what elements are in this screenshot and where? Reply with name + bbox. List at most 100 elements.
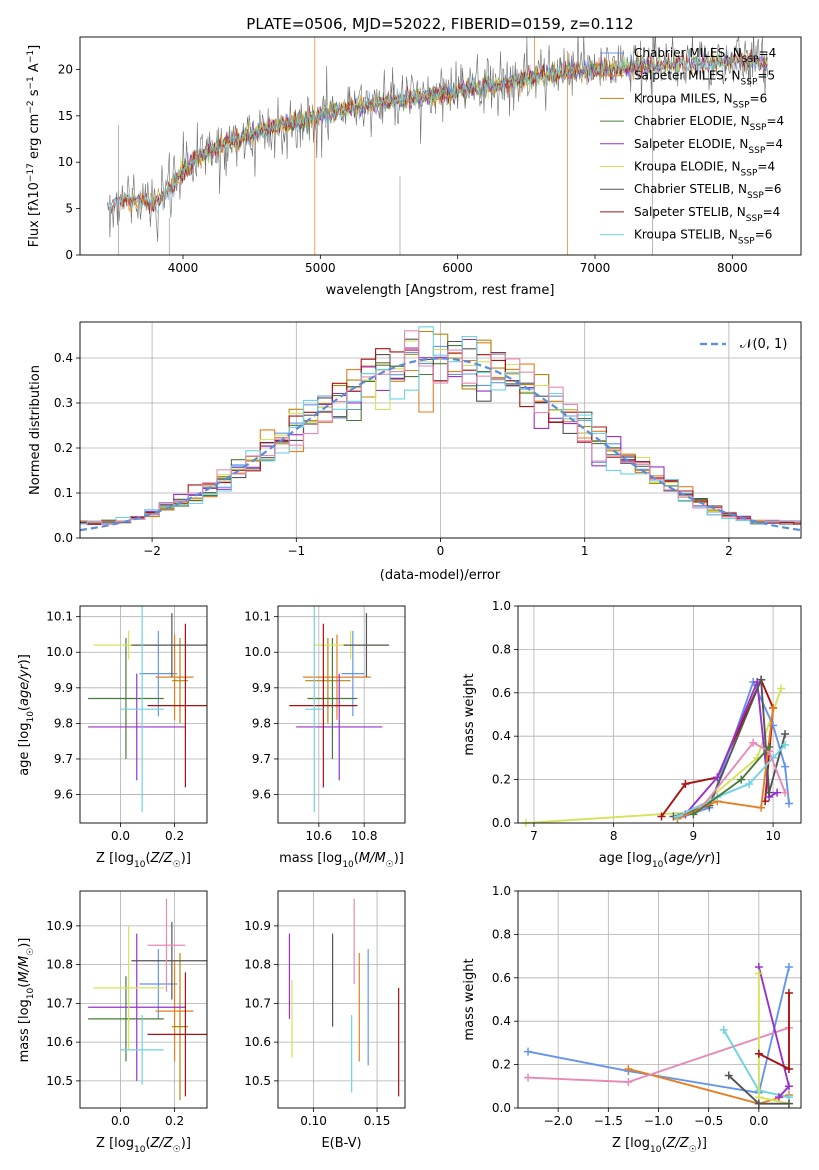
x-tick-label: 10.8 (351, 829, 378, 843)
legend-entry: Salpeter MILES, NSSP=5 (634, 69, 775, 88)
x-tick-label: 8000 (717, 261, 748, 275)
y-tick-label: 9.8 (252, 716, 271, 730)
spectrum-panel: 4000 5000 6000 7000 8000 0 5 10 15 20 wavelength [… (26, 36, 802, 298)
x-tick-label: 8 (610, 829, 618, 843)
series-marker (657, 812, 666, 821)
legend-entry: Chabrier MILES, NSSP=4 (634, 46, 776, 65)
legend-entry: 𝒩(0, 1) (740, 337, 787, 352)
x-tick-label: −2 (143, 544, 161, 558)
x-axis-label: wavelength [Angstrom, rest frame] (326, 283, 555, 298)
series-marker (724, 1071, 733, 1080)
series-marker (624, 1064, 633, 1073)
x-tick-label: 0.10 (300, 1114, 327, 1128)
series-marker (757, 675, 766, 684)
axes-frame (79, 890, 208, 1109)
series-marker (719, 1025, 728, 1034)
series-marker (689, 810, 698, 819)
series-marker (745, 779, 754, 788)
series-marker (784, 962, 793, 971)
x-tick-label: 4000 (168, 261, 199, 275)
histogram-pink (80, 330, 801, 525)
histogram-salpeter-stelib (80, 348, 801, 525)
series-marker (757, 803, 766, 812)
series-marker (774, 1093, 783, 1102)
axes-frame (79, 321, 802, 539)
y-tick-label: 0.0 (492, 1101, 511, 1115)
y-tick-label: 9.7 (252, 752, 271, 766)
series-marker (754, 1049, 763, 1058)
y-tick-label: 1.0 (492, 884, 511, 898)
legend-entry: Salpeter STELIB, NSSP=4 (634, 205, 780, 224)
axes-frame (517, 890, 802, 1109)
figure-title: PLATE=0506, MJD=52022, FIBERID=0159, z=0… (246, 15, 633, 33)
x-tick-label: 5000 (305, 261, 336, 275)
axes-frame (277, 890, 406, 1109)
mass-vs-metallicity-panel: 0.0 0.2 10.5 10.6 10.7 10.8 10.9 Z [log10(Z/Z☉)… (17, 890, 208, 1155)
legend-entry: Kroupa ELODIE, NSSP=4 (634, 160, 775, 179)
series-marker (681, 779, 690, 788)
age-vs-metallicity-panel: 0.0 0.2 9.6 9.7 9.8 9.9 10.0 10.1 Z [log10(Z/Z☉)… (17, 605, 208, 870)
y-tick-label: 5 (65, 202, 73, 216)
series-marker (769, 703, 778, 712)
axes-frame (79, 605, 208, 824)
y-tick-label: 0.4 (492, 1014, 511, 1028)
x-tick-label: 0.2 (165, 829, 184, 843)
series-marker (765, 743, 774, 752)
x-tick-label: 10.6 (305, 829, 332, 843)
series-marker (784, 1099, 793, 1108)
x-axis-label: (data-model)/error (380, 568, 501, 583)
x-axis-label: Z [log10(Z/Z☉)] (96, 1136, 191, 1155)
y-axis-label: mass weight (462, 958, 477, 1040)
spectrum-line-salpeter-stelib (107, 49, 768, 215)
series-marker (781, 730, 790, 739)
series-marker (524, 1047, 533, 1056)
weight-vs-age-panel: 7 8 9 10 0.0 0.2 0.4 0.6 0.8 1.0 age [log10(age/yr… (462, 599, 802, 870)
y-tick-label: 9.8 (54, 716, 73, 730)
series-marker (777, 684, 786, 693)
axes-frame (517, 605, 802, 824)
y-tick-label: 0.3 (54, 396, 73, 410)
legend-entry: Kroupa STELIB, NSSP=6 (634, 228, 772, 247)
y-tick-label: 0.2 (492, 1058, 511, 1072)
age-vs-mass-panel: 10.6 10.8 9.6 9.7 9.8 9.9 10.0 10.1 mass [log10(… (244, 605, 406, 870)
y-axis-label: mass [log10(M/M☉)] (17, 938, 36, 1063)
x-tick-label: −2.0 (544, 1114, 573, 1128)
y-tick-label: 15 (58, 109, 73, 123)
y-tick-label: 0.1 (54, 486, 73, 500)
y-tick-label: 10.7 (244, 996, 271, 1010)
y-tick-label: 10.6 (46, 1035, 73, 1049)
series-marker (754, 969, 763, 978)
x-tick-label: −1 (287, 544, 305, 558)
y-tick-label: 10.0 (244, 645, 271, 659)
y-tick-label: 10.5 (46, 1074, 73, 1088)
y-axis-label: age [log10(age/yr)] (17, 654, 36, 776)
mass-vs-extinction-panel: 0.10 0.15 10.5 10.6 10.7 10.8 10.9 E(B-V) (244, 890, 406, 1151)
y-tick-label: 0.8 (492, 927, 511, 941)
x-tick-label: 10 (765, 829, 780, 843)
y-tick-label: 10.7 (46, 996, 73, 1010)
y-axis-label: Normed distribution (28, 365, 43, 495)
x-tick-label: 0.15 (364, 1114, 391, 1128)
gaussian-curve (79, 357, 802, 532)
legend-entry: Chabrier STELIB, NSSP=6 (634, 182, 782, 201)
x-axis-label: E(B-V) (321, 1136, 361, 1151)
y-tick-label: 0.4 (492, 729, 511, 743)
series-marker (754, 1099, 763, 1108)
y-axis-label: mass weight (462, 673, 477, 755)
x-axis-label: Z [log10(Z/Z☉)] (96, 851, 191, 870)
x-tick-label: 7 (530, 829, 538, 843)
y-axis-label: Flux [fλ10−17 erg cm−2 s−1 A−1] (26, 45, 42, 247)
y-tick-label: 0.0 (54, 531, 73, 545)
legend-entry: Chabrier ELODIE, NSSP=4 (634, 114, 784, 133)
y-tick-label: 10.6 (244, 1035, 271, 1049)
histogram-kroupa-elodie (80, 340, 801, 525)
x-tick-label: 2 (725, 544, 733, 558)
x-axis-label: mass [log10(M/M☉)] (279, 851, 404, 870)
x-tick-label: 9 (690, 829, 698, 843)
y-tick-label: 9.9 (54, 681, 73, 695)
x-tick-label: −1.5 (594, 1114, 623, 1128)
series-line-salpeter-miles (677, 707, 775, 820)
y-tick-label: 10.1 (46, 610, 73, 624)
series-line-pink (700, 741, 786, 809)
y-tick-label: 0.4 (54, 351, 73, 365)
